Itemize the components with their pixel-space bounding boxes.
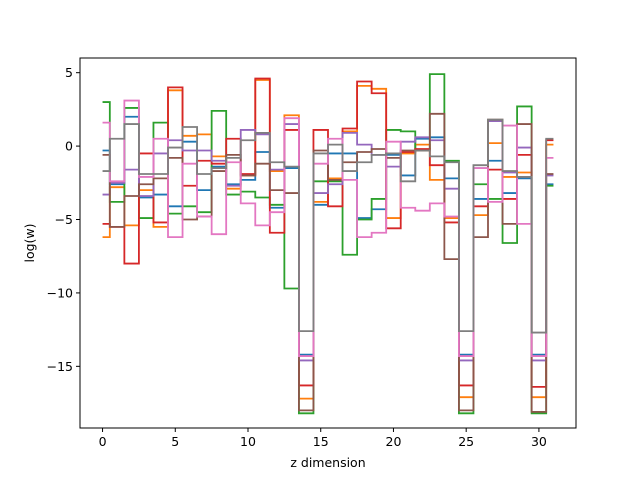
y-tick-label: −10 — [47, 285, 73, 300]
y-tick-label: 0 — [65, 139, 73, 154]
x-tick-label: 25 — [458, 434, 474, 449]
x-tick-label: 15 — [313, 434, 329, 449]
series-line-8 — [102, 118, 554, 334]
x-tick-label: 5 — [171, 434, 179, 449]
plot-frame — [79, 57, 577, 429]
x-tick-label: 10 — [240, 434, 256, 449]
series-layer — [102, 73, 554, 415]
x-tick-label: 20 — [386, 434, 402, 449]
y-tick-label: 5 — [65, 65, 73, 80]
x-axis-label: z dimension — [290, 455, 365, 470]
x-tick-label: 0 — [99, 434, 107, 449]
x-tick-label: 30 — [531, 434, 547, 449]
y-axis-label: log(w) — [22, 223, 37, 262]
y-axis: 5 0 −5 −10 −15 — [47, 65, 80, 374]
y-tick-label: −15 — [47, 359, 73, 374]
y-tick-label: −5 — [55, 212, 73, 227]
x-axis: 0 5 10 15 20 25 30 — [99, 428, 547, 449]
